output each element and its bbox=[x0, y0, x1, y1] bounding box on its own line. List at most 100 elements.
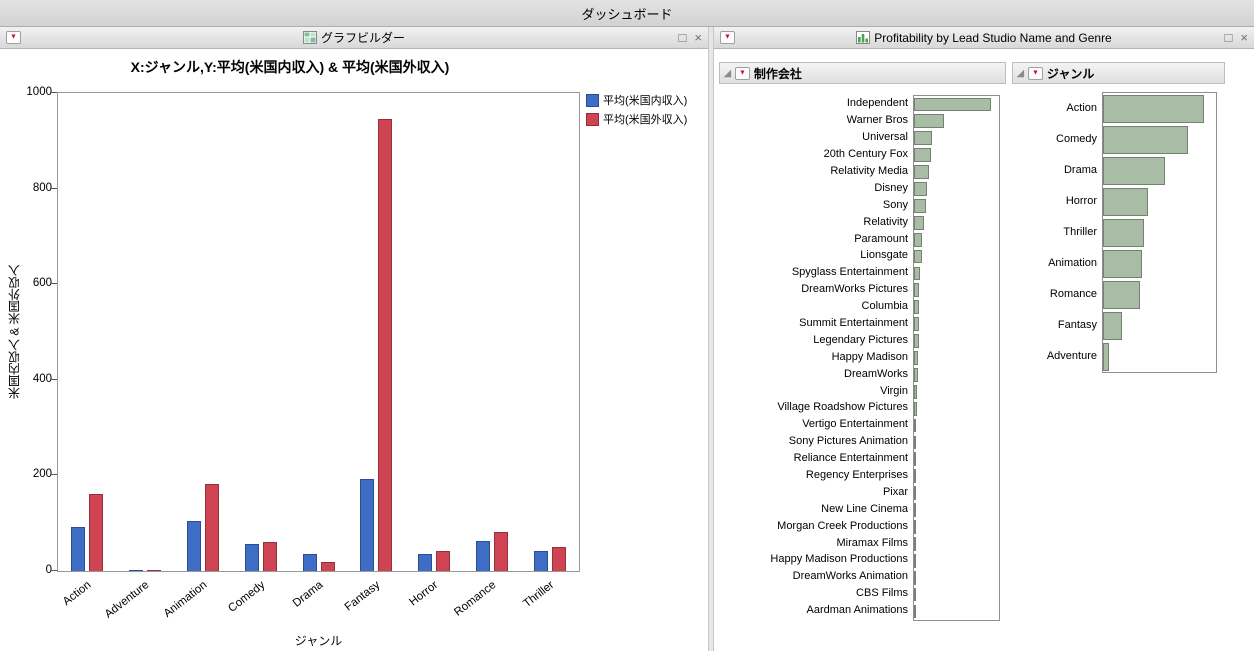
bar-Paramount[interactable] bbox=[914, 232, 923, 247]
bar-20th Century Fox[interactable] bbox=[914, 148, 931, 163]
close-button[interactable]: × bbox=[1240, 29, 1248, 45]
collapse-icon[interactable]: ◢ bbox=[1017, 67, 1024, 78]
bar-CBS Films[interactable] bbox=[914, 587, 916, 602]
category-label[interactable]: Romance bbox=[1049, 287, 1097, 300]
category-label[interactable]: Horror bbox=[1065, 194, 1097, 207]
category-label[interactable]: DreamWorks Animation bbox=[792, 570, 908, 583]
bar-DreamWorks Pictures[interactable] bbox=[914, 283, 920, 298]
category-label[interactable]: Universal bbox=[862, 131, 908, 144]
bar-Romance[interactable] bbox=[1103, 280, 1141, 309]
panel-splitter[interactable] bbox=[708, 27, 714, 651]
category-label[interactable]: CBS Films bbox=[856, 587, 908, 600]
category-label[interactable]: Paramount bbox=[854, 232, 908, 245]
bar-Morgan Creek Productions[interactable] bbox=[914, 520, 916, 534]
bar-Sony[interactable] bbox=[914, 198, 926, 213]
legend-item[interactable]: 平均(米国内収入) bbox=[586, 92, 687, 108]
red-triangle-menu-button[interactable]: ▼ bbox=[734, 66, 750, 80]
category-label[interactable]: Relativity Media bbox=[830, 165, 908, 177]
bar-平均(米国内収入)-Action[interactable] bbox=[70, 527, 85, 571]
bar-Legendary Pictures[interactable] bbox=[914, 334, 919, 348]
category-label[interactable]: Regency Enterprises bbox=[805, 469, 908, 482]
bar-Reliance Entertainment[interactable] bbox=[914, 452, 916, 467]
category-label[interactable]: 20th Century Fox bbox=[823, 148, 908, 161]
maximize-button[interactable]: □ bbox=[1224, 29, 1233, 45]
bar-Warner Bros[interactable] bbox=[914, 114, 945, 129]
category-label[interactable]: Miramax Films bbox=[836, 536, 909, 549]
bar-Horror[interactable] bbox=[1103, 187, 1149, 216]
category-label[interactable]: Virgin bbox=[880, 384, 908, 397]
bar-平均(米国外収入)-Drama[interactable] bbox=[320, 562, 335, 571]
bar-平均(米国外収入)-Action[interactable] bbox=[88, 493, 103, 571]
bar-Village Roadshow Pictures[interactable] bbox=[914, 401, 917, 416]
red-triangle-menu-button[interactable]: ▼ bbox=[720, 31, 735, 44]
bar-Lionsgate[interactable] bbox=[914, 249, 922, 264]
category-label[interactable]: Happy Madison bbox=[831, 350, 908, 363]
category-label[interactable]: Adventure bbox=[1046, 349, 1097, 362]
bar-Happy Madison[interactable] bbox=[914, 351, 918, 365]
category-label[interactable]: Action bbox=[1066, 101, 1097, 114]
bar-平均(米国内収入)-Comedy[interactable] bbox=[244, 543, 259, 571]
bar-Summit Entertainment[interactable] bbox=[914, 317, 919, 332]
category-label[interactable]: DreamWorks Pictures bbox=[801, 283, 908, 296]
red-triangle-menu-button[interactable]: ▼ bbox=[1027, 66, 1043, 80]
category-label[interactable]: Reliance Entertainment bbox=[793, 452, 908, 465]
y-axis-label[interactable]: 米国内収入 & 米国外収入 bbox=[7, 264, 22, 400]
close-button[interactable]: × bbox=[694, 29, 702, 45]
bar-平均(米国内収入)-Fantasy[interactable] bbox=[360, 479, 375, 571]
bar-Animation[interactable] bbox=[1103, 249, 1143, 278]
bar-平均(米国内収入)-Drama[interactable] bbox=[302, 554, 317, 571]
bar-Aardman Animations[interactable] bbox=[914, 604, 916, 619]
bar-Vertigo Entertainment[interactable] bbox=[914, 418, 917, 433]
category-label[interactable]: Sony bbox=[882, 198, 908, 211]
category-label[interactable]: Pixar bbox=[882, 485, 908, 498]
studio-section-header[interactable]: ◢ ▼ 制作会社 bbox=[719, 62, 1006, 84]
bar-Regency Enterprises[interactable] bbox=[914, 469, 916, 484]
category-label[interactable]: Relativity bbox=[863, 215, 908, 228]
category-label[interactable]: Summit Entertainment bbox=[799, 317, 908, 330]
collapse-icon[interactable]: ◢ bbox=[724, 67, 731, 78]
bar-Independent[interactable] bbox=[914, 97, 991, 112]
bar-平均(米国内収入)-Adventure[interactable] bbox=[128, 570, 143, 571]
category-label[interactable]: DreamWorks bbox=[844, 367, 908, 380]
category-label[interactable]: Animation bbox=[1048, 256, 1097, 269]
bar-Miramax Films[interactable] bbox=[914, 536, 916, 551]
bar-Action[interactable] bbox=[1103, 94, 1204, 123]
category-label[interactable]: Independent bbox=[846, 97, 908, 110]
bar-Disney[interactable] bbox=[914, 182, 928, 196]
bar-New Line Cinema[interactable] bbox=[914, 503, 916, 517]
bar-平均(米国外収入)-Romance[interactable] bbox=[494, 531, 509, 571]
bar-Relativity[interactable] bbox=[914, 215, 924, 230]
bar-平均(米国内収入)-Thriller[interactable] bbox=[534, 550, 549, 571]
maximize-button[interactable]: □ bbox=[678, 29, 687, 45]
category-label[interactable]: Warner Bros bbox=[846, 114, 908, 127]
bar-Spyglass Entertainment[interactable] bbox=[914, 266, 921, 281]
bar-Thriller[interactable] bbox=[1103, 218, 1145, 247]
bar-Relativity Media[interactable] bbox=[914, 165, 930, 179]
category-label[interactable]: Fantasy bbox=[1057, 318, 1097, 331]
bar-DreamWorks Animation[interactable] bbox=[914, 570, 916, 585]
bar-平均(米国内収入)-Romance[interactable] bbox=[476, 541, 491, 571]
category-label[interactable]: Drama bbox=[1063, 163, 1097, 176]
category-label[interactable]: Aardman Animations bbox=[806, 604, 909, 617]
category-label[interactable]: Sony Pictures Animation bbox=[788, 435, 908, 448]
legend-item[interactable]: 平均(米国外収入) bbox=[586, 111, 687, 127]
category-label[interactable]: Happy Madison Productions bbox=[770, 553, 908, 566]
bar-平均(米国外収入)-Horror[interactable] bbox=[436, 550, 451, 571]
genre-section-header[interactable]: ◢ ▼ ジャンル bbox=[1012, 62, 1225, 84]
category-label[interactable]: Lionsgate bbox=[860, 249, 908, 262]
category-label[interactable]: Disney bbox=[874, 181, 908, 194]
category-label[interactable]: Vertigo Entertainment bbox=[802, 418, 908, 431]
bar-DreamWorks[interactable] bbox=[914, 367, 918, 382]
bar-Sony Pictures Animation[interactable] bbox=[914, 435, 917, 450]
bar-平均(米国外収入)-Adventure[interactable] bbox=[146, 570, 161, 571]
category-label[interactable]: New Line Cinema bbox=[821, 502, 908, 515]
bar-Comedy[interactable] bbox=[1103, 125, 1188, 154]
bar-Virgin[interactable] bbox=[914, 384, 918, 399]
category-label[interactable]: Legendary Pictures bbox=[813, 333, 908, 346]
category-label[interactable]: Morgan Creek Productions bbox=[777, 519, 908, 532]
bar-Happy Madison Productions[interactable] bbox=[914, 553, 916, 568]
bar-平均(米国外収入)-Animation[interactable] bbox=[204, 484, 219, 571]
bar-平均(米国外収入)-Thriller[interactable] bbox=[552, 547, 567, 571]
red-triangle-menu-button[interactable]: ▼ bbox=[6, 31, 21, 44]
bar-Fantasy[interactable] bbox=[1103, 311, 1123, 340]
